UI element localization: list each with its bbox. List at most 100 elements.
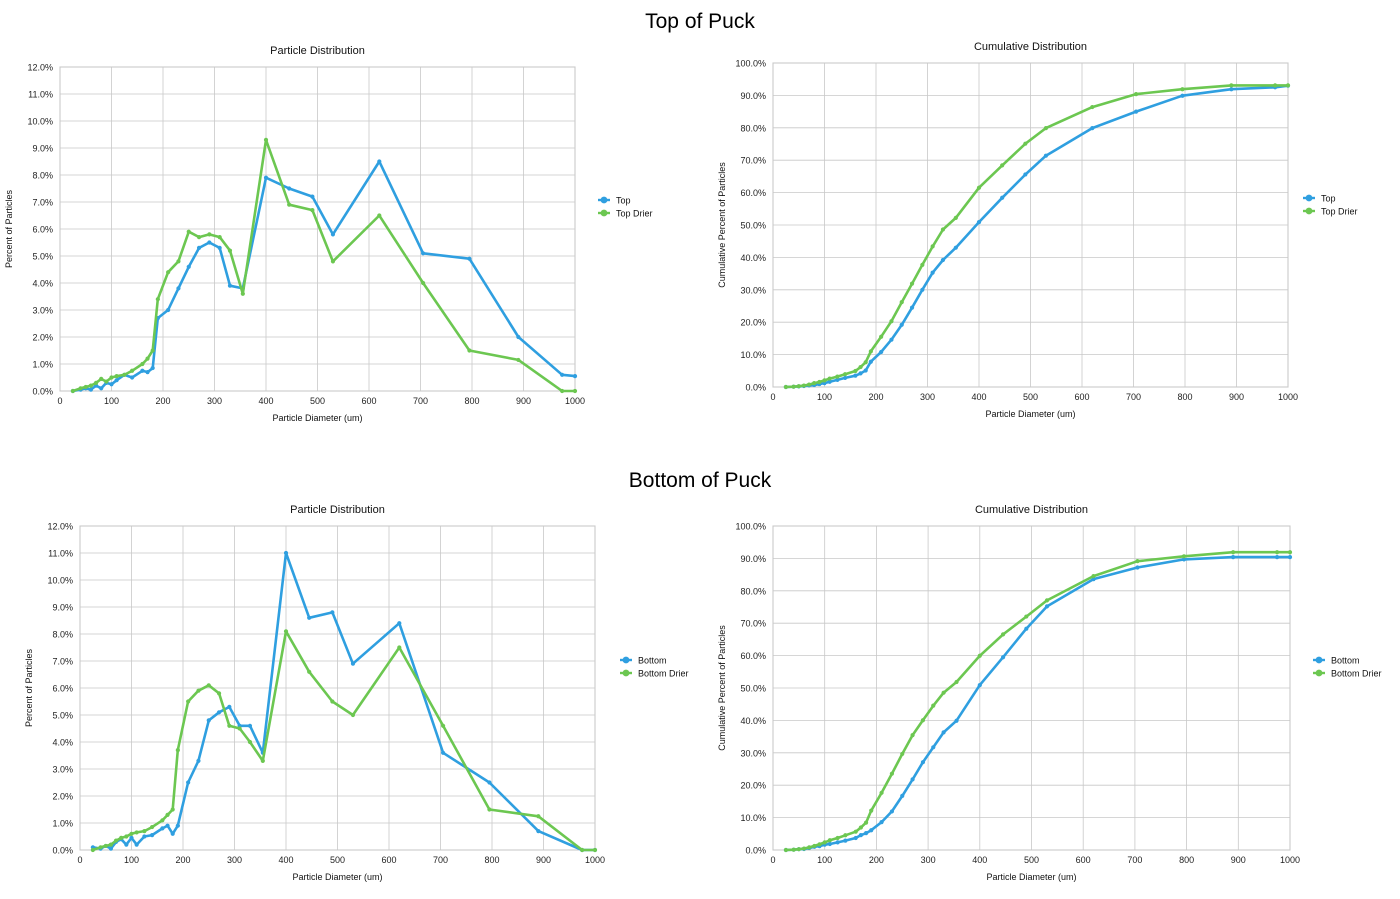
data-point <box>151 348 155 352</box>
x-tick-label: 200 <box>175 855 190 865</box>
x-tick-label: 100 <box>817 855 832 865</box>
x-tick-label: 900 <box>1231 855 1246 865</box>
x-tick-label: 800 <box>484 855 499 865</box>
x-tick-label: 700 <box>1127 855 1142 865</box>
data-point <box>187 265 191 269</box>
data-point <box>941 258 945 262</box>
data-point <box>122 373 126 377</box>
y-tick-label: 3.0% <box>52 765 73 775</box>
y-tick-label: 1.0% <box>52 819 73 829</box>
data-point <box>1134 110 1138 114</box>
x-tick-label: 1000 <box>565 396 585 406</box>
data-point <box>869 349 873 353</box>
data-point <box>109 843 113 847</box>
y-tick-label: 20.0% <box>740 318 766 328</box>
x-tick-label: 800 <box>464 396 479 406</box>
data-point <box>1044 126 1048 130</box>
data-point <box>978 654 982 658</box>
data-point <box>822 378 826 382</box>
x-tick-label: 500 <box>310 396 325 406</box>
y-tick-label: 70.0% <box>740 619 766 629</box>
y-tick-label: 6.0% <box>52 684 73 694</box>
data-point <box>331 259 335 263</box>
data-point <box>218 235 222 239</box>
x-tick-label: 600 <box>361 396 376 406</box>
y-tick-label: 70.0% <box>740 156 766 166</box>
data-point <box>858 365 862 369</box>
legend-marker <box>1316 657 1323 664</box>
data-point <box>421 281 425 285</box>
data-point <box>397 645 401 649</box>
y-tick-label: 8.0% <box>32 171 53 181</box>
data-point <box>1229 83 1233 87</box>
x-tick-label: 900 <box>516 396 531 406</box>
data-point <box>797 847 801 851</box>
x-tick-label: 100 <box>104 396 119 406</box>
data-point <box>942 691 946 695</box>
y-tick-label: 10.0% <box>47 576 73 586</box>
data-point <box>467 348 471 352</box>
y-tick-label: 2.0% <box>32 333 53 343</box>
data-point <box>900 752 904 756</box>
y-tick-label: 0.0% <box>52 846 73 856</box>
data-point <box>560 389 564 393</box>
data-point <box>536 829 540 833</box>
data-point <box>186 780 190 784</box>
data-point <box>176 259 180 263</box>
data-point <box>84 385 88 389</box>
data-point <box>954 246 958 250</box>
data-point <box>817 842 821 846</box>
data-point <box>1091 574 1095 578</box>
data-point <box>1273 83 1277 87</box>
data-point <box>421 251 425 255</box>
data-point <box>165 813 169 817</box>
data-point <box>89 384 93 388</box>
data-point <box>859 833 863 837</box>
data-point <box>869 828 873 832</box>
y-tick-label: 10.0% <box>740 813 766 823</box>
data-point <box>843 839 847 843</box>
x-tick-label: 1000 <box>585 855 605 865</box>
data-point <box>330 699 334 703</box>
legend-marker <box>601 210 608 217</box>
data-point <box>792 848 796 852</box>
data-point <box>156 297 160 301</box>
data-point <box>921 760 925 764</box>
data-point <box>307 616 311 620</box>
data-point <box>109 847 113 851</box>
data-point <box>331 232 335 236</box>
data-point <box>351 713 355 717</box>
data-point <box>573 389 577 393</box>
data-point <box>900 300 904 304</box>
data-point <box>171 832 175 836</box>
chart-title: Cumulative Distribution <box>974 41 1087 53</box>
y-tick-label: 100.0% <box>735 59 766 69</box>
data-point <box>264 138 268 142</box>
data-point <box>879 350 883 354</box>
x-tick-label: 0 <box>77 855 82 865</box>
data-point <box>1180 94 1184 98</box>
data-point <box>869 809 873 813</box>
legend-label: Bottom <box>1331 656 1360 666</box>
data-point <box>900 794 904 798</box>
data-point <box>890 809 894 813</box>
y-tick-label: 11.0% <box>28 90 53 100</box>
y-tick-label: 0.0% <box>32 387 53 397</box>
data-point <box>166 308 170 312</box>
data-point <box>931 271 935 275</box>
data-point <box>812 844 816 848</box>
data-point <box>207 718 211 722</box>
x-tick-label: 600 <box>381 855 396 865</box>
data-point <box>1090 105 1094 109</box>
x-tick-label: 800 <box>1177 392 1192 402</box>
data-point <box>114 838 118 842</box>
data-point <box>227 705 231 709</box>
x-axis-label: Particle Diameter (um) <box>292 872 382 882</box>
data-point <box>104 844 108 848</box>
data-point <box>859 825 863 829</box>
bottom-particle-distribution-chart: 0.0%1.0%2.0%3.0%4.0%5.0%6.0%7.0%8.0%9.0%… <box>0 500 700 890</box>
data-point <box>307 670 311 674</box>
y-tick-label: 2.0% <box>52 792 73 802</box>
data-point <box>150 833 154 837</box>
y-tick-label: 4.0% <box>52 738 73 748</box>
